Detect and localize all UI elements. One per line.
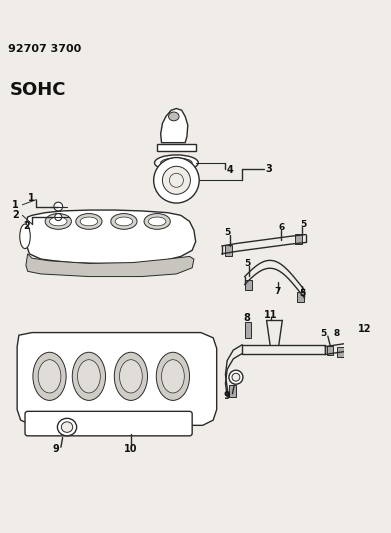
- Circle shape: [169, 173, 183, 187]
- FancyBboxPatch shape: [327, 346, 333, 356]
- Ellipse shape: [72, 352, 106, 400]
- Text: 12: 12: [358, 324, 371, 334]
- Ellipse shape: [156, 352, 190, 400]
- Ellipse shape: [77, 360, 100, 393]
- Text: 9: 9: [52, 444, 59, 454]
- Circle shape: [162, 166, 190, 195]
- Polygon shape: [161, 109, 188, 143]
- Text: 7: 7: [275, 287, 281, 296]
- FancyBboxPatch shape: [297, 292, 304, 303]
- Ellipse shape: [45, 214, 72, 229]
- Text: 10: 10: [124, 444, 138, 454]
- Text: 5: 5: [224, 228, 231, 237]
- Text: 4: 4: [226, 165, 233, 175]
- Text: 8: 8: [243, 313, 250, 322]
- Polygon shape: [17, 333, 217, 425]
- Ellipse shape: [114, 352, 147, 400]
- Ellipse shape: [61, 422, 73, 432]
- Ellipse shape: [144, 214, 170, 229]
- Text: 3: 3: [266, 164, 273, 174]
- Ellipse shape: [57, 418, 77, 436]
- Ellipse shape: [149, 217, 166, 226]
- Ellipse shape: [161, 360, 184, 393]
- Polygon shape: [157, 143, 196, 151]
- Text: 2: 2: [12, 211, 19, 220]
- Ellipse shape: [154, 155, 198, 171]
- Ellipse shape: [80, 217, 98, 226]
- Ellipse shape: [161, 158, 192, 167]
- Ellipse shape: [169, 112, 179, 121]
- Text: 9: 9: [224, 391, 231, 401]
- Text: 2: 2: [23, 221, 30, 231]
- FancyBboxPatch shape: [245, 322, 251, 338]
- Ellipse shape: [33, 352, 66, 400]
- Ellipse shape: [120, 360, 142, 393]
- Ellipse shape: [38, 360, 61, 393]
- Ellipse shape: [115, 217, 133, 226]
- Text: 5: 5: [300, 220, 306, 229]
- Text: 1: 1: [12, 200, 19, 210]
- Ellipse shape: [76, 214, 102, 229]
- Text: 8: 8: [334, 329, 340, 338]
- Text: 5: 5: [390, 328, 391, 337]
- FancyBboxPatch shape: [25, 411, 192, 436]
- Ellipse shape: [50, 217, 67, 226]
- Ellipse shape: [232, 373, 240, 381]
- Text: 5: 5: [320, 329, 326, 338]
- Ellipse shape: [229, 370, 243, 384]
- Text: 11: 11: [264, 310, 278, 320]
- Ellipse shape: [111, 214, 137, 229]
- Text: 5: 5: [299, 289, 305, 298]
- Text: 5: 5: [245, 259, 251, 268]
- Text: 6: 6: [278, 223, 285, 232]
- Circle shape: [54, 202, 63, 211]
- Circle shape: [154, 158, 199, 203]
- FancyBboxPatch shape: [229, 385, 236, 397]
- Text: 92707 3700: 92707 3700: [8, 44, 82, 54]
- Ellipse shape: [20, 224, 30, 248]
- Text: SOHC: SOHC: [10, 81, 66, 99]
- FancyBboxPatch shape: [245, 280, 252, 290]
- FancyBboxPatch shape: [337, 346, 344, 357]
- Polygon shape: [26, 254, 194, 277]
- FancyBboxPatch shape: [226, 245, 232, 255]
- Circle shape: [55, 214, 62, 221]
- Text: 1: 1: [28, 193, 35, 203]
- Polygon shape: [26, 210, 196, 263]
- FancyBboxPatch shape: [296, 233, 303, 244]
